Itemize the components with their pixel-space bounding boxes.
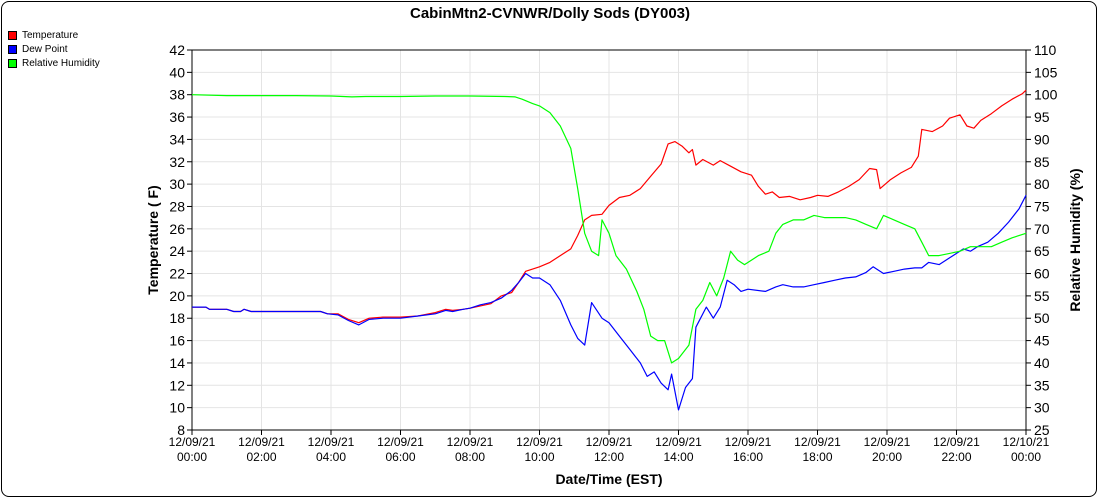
legend-item-temperature: Temperature	[8, 28, 100, 42]
legend-swatch-temperature	[8, 30, 17, 40]
x-tick-date: 12/09/21	[447, 435, 494, 449]
right-tick-label: 40	[1034, 355, 1050, 371]
x-tick-date: 12/09/21	[725, 435, 772, 449]
right-tick-label: 110	[1034, 42, 1057, 58]
x-tick-time: 10:00	[524, 450, 554, 464]
left-tick-label: 36	[169, 109, 185, 125]
legend-swatch-dew-point	[8, 44, 17, 54]
left-tick-label: 40	[169, 64, 185, 80]
left-tick-label: 20	[169, 288, 185, 304]
left-tick-label: 22	[169, 266, 185, 282]
right-tick-label: 55	[1034, 288, 1050, 304]
x-tick-time: 22:00	[941, 450, 971, 464]
right-tick-label: 95	[1034, 109, 1050, 125]
right-y-axis: 25 30 35 40 45 50 55 60 65 70 75 80 85 90 95 100 105 110	[1026, 42, 1058, 438]
x-tick-date: 12/09/21	[586, 435, 633, 449]
x-tick-date: 12/09/21	[864, 435, 911, 449]
x-tick-time: 00:00	[1011, 450, 1041, 464]
x-tick-time: 20:00	[872, 450, 902, 464]
x-tick-time: 16:00	[733, 450, 763, 464]
left-tick-label: 18	[169, 310, 185, 326]
right-tick-label: 30	[1034, 400, 1050, 416]
legend-label-dew-point: Dew Point	[22, 43, 68, 55]
right-y-axis-label: Relative Humidity (%)	[1067, 168, 1083, 311]
chart-title: CabinMtn2-CVNWR/Dolly Sods (DY003)	[410, 5, 690, 22]
x-tick-time: 06:00	[385, 450, 415, 464]
legend-item-relative-humidity: Relative Humidity	[8, 56, 100, 70]
x-tick-date: 12/09/21	[377, 435, 424, 449]
left-tick-label: 42	[169, 42, 185, 58]
right-tick-label: 80	[1034, 176, 1050, 192]
left-tick-label: 12	[169, 377, 185, 393]
right-tick-label: 45	[1034, 333, 1050, 349]
x-tick-time: 04:00	[316, 450, 346, 464]
series-line-relative-humidity	[191, 94, 1027, 364]
left-tick-label: 10	[169, 400, 185, 416]
left-tick-label: 30	[169, 176, 185, 192]
left-tick-label: 34	[169, 131, 185, 147]
legend-swatch-relative-humidity	[8, 58, 17, 68]
x-axis-label: Date/Time (EST)	[555, 471, 662, 487]
right-tick-label: 35	[1034, 377, 1050, 393]
left-tick-label: 24	[169, 243, 185, 259]
x-tick-time: 02:00	[246, 450, 276, 464]
x-tick-time: 18:00	[802, 450, 832, 464]
x-tick-time: 14:00	[663, 450, 693, 464]
x-tick-date: 12/09/21	[308, 435, 355, 449]
left-tick-label: 26	[169, 221, 185, 237]
right-tick-label: 105	[1034, 64, 1058, 80]
legend: Temperature Dew Point Relative Humidity	[8, 28, 100, 70]
x-tick-date: 12/09/21	[238, 435, 285, 449]
left-tick-label: 16	[169, 333, 185, 349]
x-tick-date: 12/10/21	[1003, 435, 1050, 449]
right-tick-label: 75	[1034, 198, 1050, 214]
right-tick-label: 25	[1034, 422, 1050, 438]
left-y-axis: 8 10 12 14 16 18 20 22 24 26 28 30 32 34 36 38 40 42	[169, 42, 192, 438]
x-tick-date: 12/09/21	[516, 435, 563, 449]
series-line-dew-point	[192, 195, 1027, 411]
x-tick-time: 00:00	[177, 450, 207, 464]
x-tick-date: 12/09/21	[169, 435, 216, 449]
right-tick-label: 100	[1034, 87, 1058, 103]
left-tick-label: 38	[169, 87, 185, 103]
series-lines	[191, 89, 1027, 411]
right-tick-label: 65	[1034, 243, 1050, 259]
x-tick-time: 12:00	[594, 450, 624, 464]
x-tick-time: 08:00	[455, 450, 485, 464]
x-axis: 12/09/2100:0012/09/2102:0012/09/2104:001…	[169, 430, 1050, 464]
right-tick-label: 50	[1034, 310, 1050, 326]
left-tick-label: 8	[177, 422, 185, 438]
right-tick-label: 60	[1034, 266, 1050, 282]
x-tick-date: 12/09/21	[655, 435, 702, 449]
right-tick-label: 90	[1034, 131, 1050, 147]
legend-label-relative-humidity: Relative Humidity	[22, 57, 100, 69]
right-tick-label: 85	[1034, 154, 1050, 170]
x-tick-date: 12/09/21	[794, 435, 841, 449]
legend-label-temperature: Temperature	[22, 29, 79, 41]
left-y-axis-label: Temperature ( F)	[145, 185, 161, 294]
left-tick-label: 14	[169, 355, 185, 371]
right-tick-label: 70	[1034, 221, 1050, 237]
left-tick-label: 32	[169, 154, 185, 170]
grid	[191, 49, 1027, 431]
left-tick-label: 28	[169, 198, 185, 214]
x-tick-date: 12/09/21	[933, 435, 980, 449]
series-line-temperature	[192, 89, 1027, 324]
legend-item-dew-point: Dew Point	[8, 42, 100, 56]
